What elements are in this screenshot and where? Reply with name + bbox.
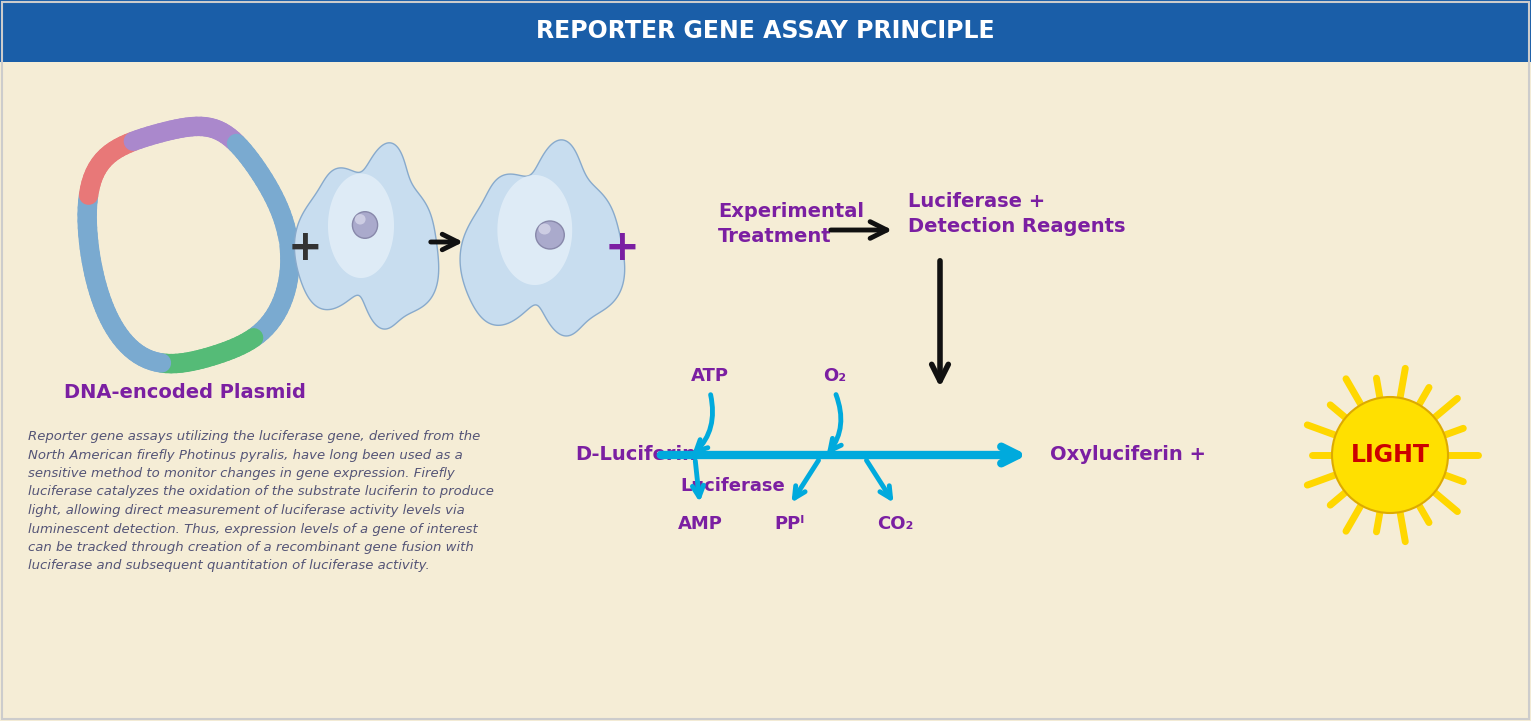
Text: +: + [288, 227, 323, 269]
Polygon shape [294, 143, 439, 329]
Text: Experimental
Treatment: Experimental Treatment [718, 202, 863, 246]
Text: PPᴵ: PPᴵ [775, 515, 805, 533]
FancyArrowPatch shape [795, 460, 819, 498]
Ellipse shape [536, 221, 565, 249]
Text: ATP: ATP [690, 367, 729, 385]
Circle shape [1332, 397, 1448, 513]
Text: Oxyluciferin +: Oxyluciferin + [1050, 446, 1206, 464]
Text: Luciferase +
Detection Reagents: Luciferase + Detection Reagents [908, 192, 1125, 236]
Text: Luciferase: Luciferase [680, 477, 785, 495]
Ellipse shape [539, 224, 551, 234]
Polygon shape [498, 175, 573, 285]
FancyArrowPatch shape [692, 461, 703, 497]
Text: +: + [605, 227, 640, 269]
Text: O₂: O₂ [824, 367, 847, 385]
Text: D-Luciferin: D-Luciferin [576, 446, 697, 464]
Text: DNA-encoded Plasmid: DNA-encoded Plasmid [64, 384, 306, 402]
Text: LIGHT: LIGHT [1350, 443, 1430, 467]
FancyArrowPatch shape [867, 460, 891, 498]
Bar [0, 0, 1531, 62]
Text: AMP: AMP [678, 515, 723, 533]
Text: REPORTER GENE ASSAY PRINCIPLE: REPORTER GENE ASSAY PRINCIPLE [536, 19, 994, 43]
FancyArrowPatch shape [697, 394, 712, 451]
Text: CO₂: CO₂ [877, 515, 912, 533]
Text: Reporter gene assays utilizing the luciferase gene, derived from the
North Ameri: Reporter gene assays utilizing the lucif… [28, 430, 495, 572]
Ellipse shape [355, 214, 366, 224]
Ellipse shape [352, 212, 378, 239]
Polygon shape [461, 140, 625, 336]
FancyArrowPatch shape [830, 394, 841, 451]
Polygon shape [328, 174, 393, 278]
